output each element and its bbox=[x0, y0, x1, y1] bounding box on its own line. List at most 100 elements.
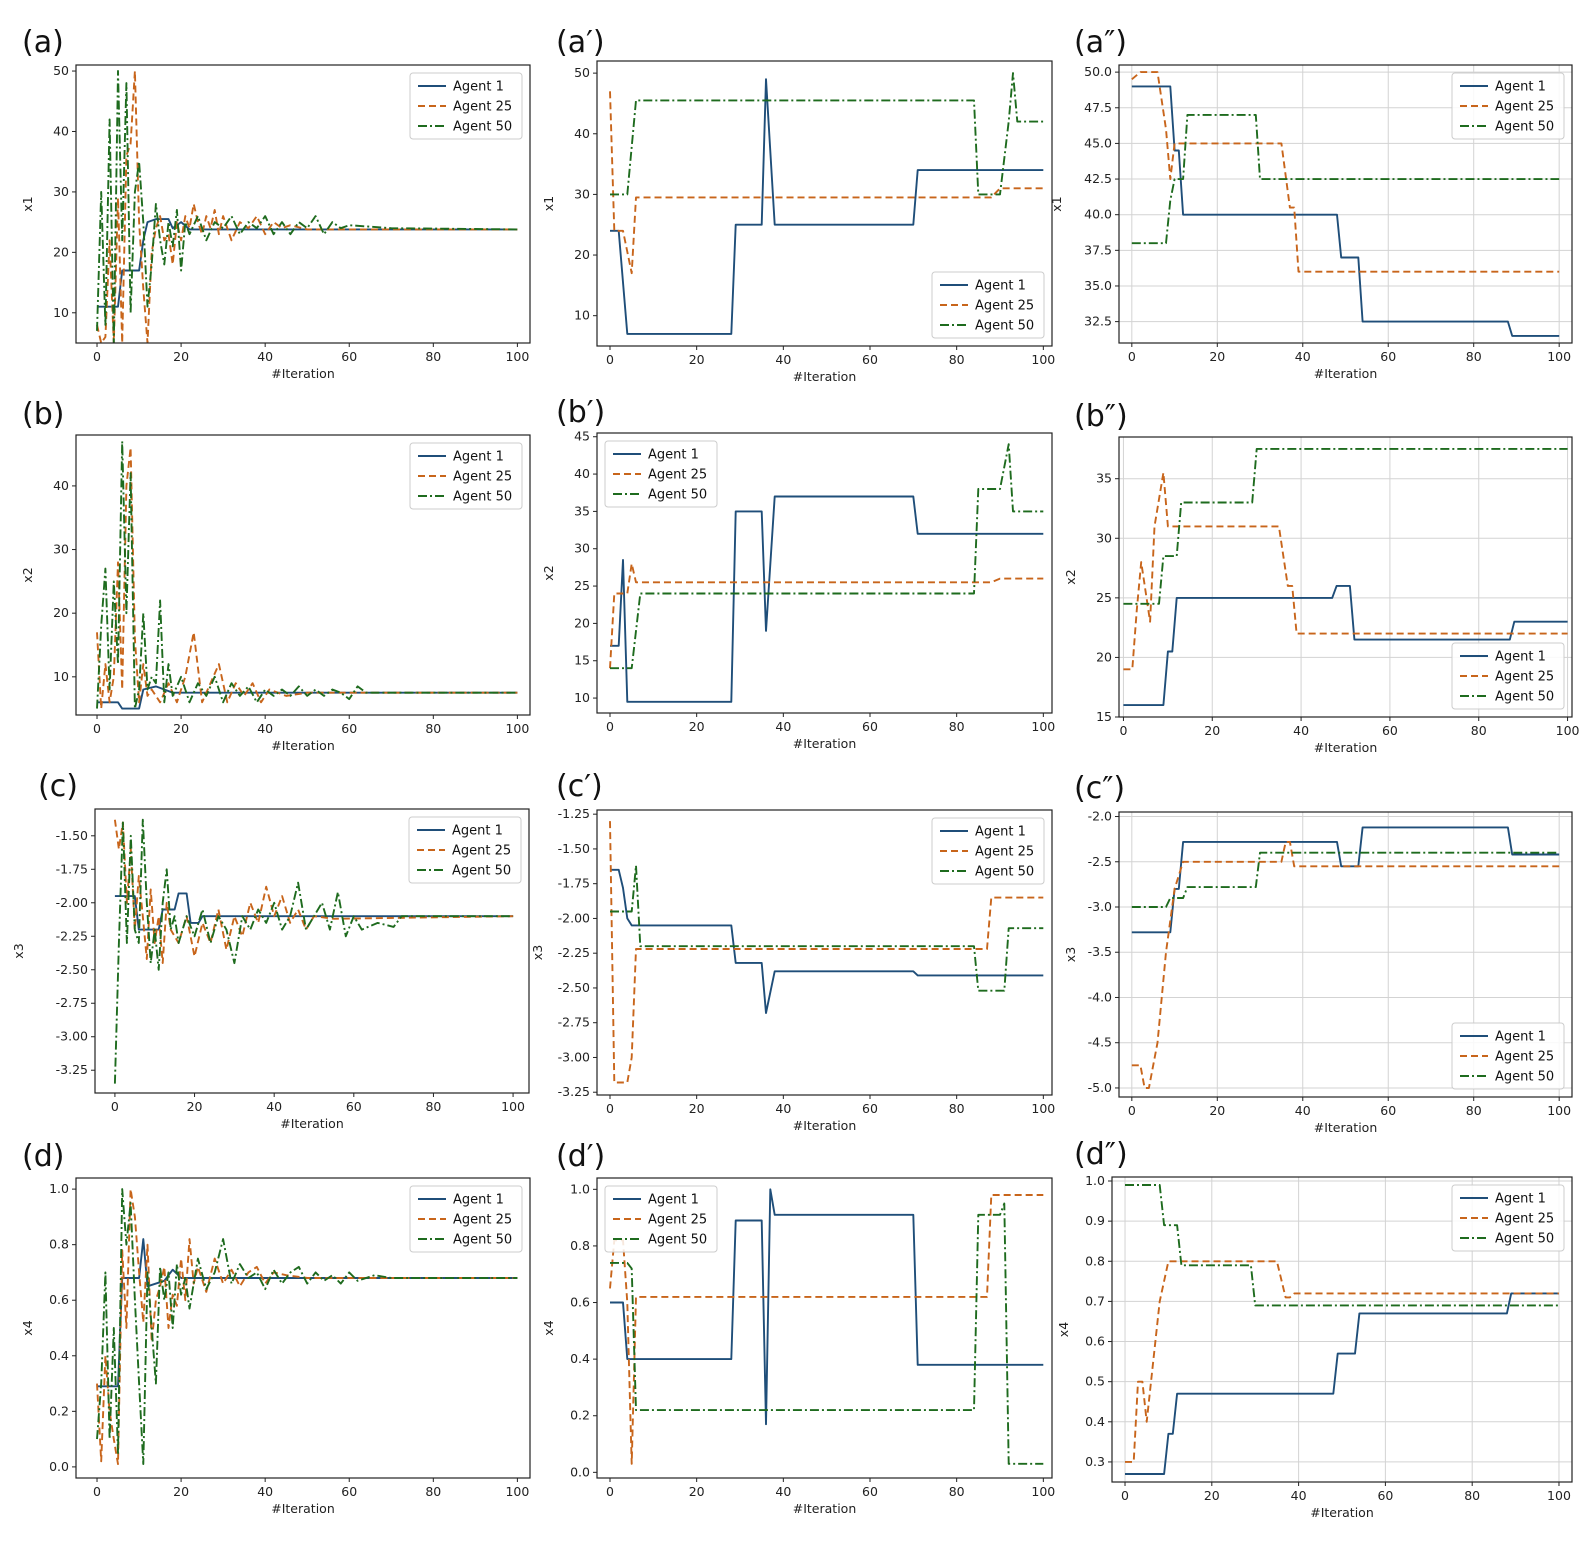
y-tick-label: 35 bbox=[574, 503, 590, 518]
series-line-agent1 bbox=[97, 1238, 518, 1388]
chart-panel-c2: (c″) 0 20 40 60 80 100 -2.0 -2.5 -3.0 -3.5 -4.0 -4.5… bbox=[1063, 771, 1573, 1135]
y-tick-label: 15 bbox=[1096, 709, 1112, 724]
series-line-agent25 bbox=[1131, 71, 1560, 273]
series-line-agent50 bbox=[610, 1202, 1044, 1465]
y-tick-label: 0.9 bbox=[1085, 1213, 1105, 1228]
series-line-agent1 bbox=[610, 1188, 1044, 1426]
x-tick-label: 100 bbox=[1031, 1101, 1055, 1116]
x-tick-label: 60 bbox=[862, 1101, 878, 1116]
y-tick-label: 40 bbox=[574, 126, 590, 141]
y-tick-label: 15 bbox=[574, 653, 590, 668]
series-line-agent25 bbox=[609, 821, 1044, 1084]
x-tick-label: 100 bbox=[1547, 1488, 1571, 1503]
chart-panel-b1: (b′) 0 20 40 60 80 100 10 15 20 25 30 35 40 45 #Iterati… bbox=[541, 395, 1055, 751]
x-tick-label: 40 bbox=[1295, 349, 1311, 364]
legend-label: Agent 25 bbox=[1495, 1212, 1554, 1227]
legend: Agent 1 Agent 25 Agent 50 bbox=[409, 442, 523, 510]
y-tick-label: 30 bbox=[53, 542, 69, 557]
legend-label: Agent 1 bbox=[453, 80, 504, 95]
series-line-agent1 bbox=[1131, 826, 1560, 934]
series-line-agent1 bbox=[610, 495, 1044, 703]
x-axis-label: #Iteration bbox=[1314, 740, 1378, 755]
plot-frame bbox=[75, 1177, 531, 1479]
x-tick-label: 60 bbox=[1380, 349, 1396, 364]
series-line-agent1 bbox=[1123, 584, 1568, 707]
series-line-agent50 bbox=[1131, 851, 1560, 908]
series-line-agent25 bbox=[96, 70, 518, 343]
legend-label: Agent 50 bbox=[453, 120, 512, 135]
x-tick-label: 40 bbox=[257, 721, 273, 736]
chart-panel-d1: (d′) 0 20 40 60 80 100 0.0 0.2 0.4 0.6 0.8 1.0 #Itera… bbox=[541, 1139, 1055, 1516]
y-axis-label: x2 bbox=[541, 565, 556, 580]
y-tick-label: 0.5 bbox=[1085, 1374, 1105, 1389]
x-tick-label: 100 bbox=[505, 721, 529, 736]
series-line-agent25 bbox=[96, 1188, 518, 1466]
series-line-agent1 bbox=[610, 868, 1044, 1014]
y-axis-label: x1 bbox=[541, 196, 556, 211]
legend-box bbox=[408, 816, 522, 884]
legend-label: Agent 25 bbox=[453, 100, 512, 115]
x-tick-label: 100 bbox=[505, 1484, 529, 1499]
series-line-agent25 bbox=[609, 91, 1044, 275]
x-tick-label: 100 bbox=[1031, 719, 1055, 734]
legend-box bbox=[1451, 72, 1565, 140]
y-tick-label: -2.00 bbox=[558, 910, 590, 925]
y-tick-label: 10 bbox=[574, 308, 590, 323]
x-tick-label: 80 bbox=[949, 1484, 965, 1499]
legend-label: Agent 25 bbox=[975, 299, 1034, 314]
x-tick-label: 80 bbox=[1464, 1488, 1480, 1503]
x-tick-label: 60 bbox=[1382, 723, 1398, 738]
legend-label: Agent 1 bbox=[1495, 650, 1546, 665]
legend-box bbox=[931, 817, 1045, 885]
y-tick-label: 20 bbox=[53, 244, 69, 259]
x-tick-label: 80 bbox=[425, 1099, 441, 1114]
legend-label: Agent 50 bbox=[1495, 1070, 1554, 1085]
legend-box bbox=[409, 72, 523, 140]
legend-box bbox=[1451, 642, 1565, 710]
y-tick-label: -4.5 bbox=[1088, 1035, 1112, 1050]
chart-panel-b: (b) 0 20 40 60 80 100 10 20 30 40 #Iteration x2 Agent… bbox=[20, 397, 531, 753]
x-tick-label: 80 bbox=[1471, 723, 1487, 738]
x-tick-label: 80 bbox=[425, 1484, 441, 1499]
x-tick-label: 0 bbox=[606, 719, 614, 734]
legend-box bbox=[409, 1185, 523, 1253]
x-tick-label: 20 bbox=[173, 349, 189, 364]
y-tick-label: 20 bbox=[53, 605, 69, 620]
x-tick-label: 100 bbox=[1547, 1103, 1571, 1118]
legend-box bbox=[1451, 1022, 1565, 1090]
panel-label: (a″) bbox=[1074, 25, 1127, 60]
x-tick-label: 40 bbox=[257, 1484, 273, 1499]
series-line-agent50 bbox=[1123, 447, 1568, 605]
y-tick-label: 20 bbox=[1096, 649, 1112, 664]
y-axis-label: x4 bbox=[1056, 1322, 1071, 1337]
x-tick-label: 60 bbox=[346, 1099, 362, 1114]
y-tick-label: 50.0 bbox=[1084, 64, 1112, 79]
series-line-agent25 bbox=[1123, 471, 1568, 671]
y-tick-label: -1.50 bbox=[558, 841, 590, 856]
legend: Agent 1 Agent 25 Agent 50 bbox=[604, 440, 718, 508]
series-line-agent50 bbox=[113, 818, 514, 1084]
legend-label: Agent 25 bbox=[648, 468, 707, 483]
plot-frame bbox=[1118, 811, 1573, 1098]
y-tick-label: -2.75 bbox=[558, 1015, 590, 1030]
x-tick-label: 80 bbox=[949, 719, 965, 734]
legend-label: Agent 50 bbox=[1495, 120, 1554, 135]
x-tick-label: 80 bbox=[949, 1101, 965, 1116]
chart-panel-a2: (a″) 0 20 40 60 80 100 32.5 35.0 37.5 40.0 42.5 45.0… bbox=[1049, 25, 1573, 381]
y-tick-label: -2.25 bbox=[56, 928, 88, 943]
x-tick-label: 100 bbox=[1547, 349, 1571, 364]
y-tick-label: 0.3 bbox=[1085, 1454, 1105, 1469]
y-tick-label: 0.6 bbox=[49, 1292, 69, 1307]
x-tick-label: 80 bbox=[425, 349, 441, 364]
x-axis-label: #Iteration bbox=[793, 369, 857, 384]
y-tick-label: -2.25 bbox=[558, 945, 590, 960]
y-axis-label: x2 bbox=[20, 567, 35, 582]
y-tick-label: -4.0 bbox=[1088, 989, 1112, 1004]
x-tick-label: 20 bbox=[689, 1484, 705, 1499]
panel-label: (d) bbox=[22, 1139, 64, 1174]
y-tick-label: 40 bbox=[574, 466, 590, 481]
x-tick-label: 0 bbox=[606, 352, 614, 367]
legend-label: Agent 1 bbox=[453, 1193, 504, 1208]
y-axis-label: x1 bbox=[20, 196, 35, 211]
x-tick-label: 40 bbox=[775, 1101, 791, 1116]
